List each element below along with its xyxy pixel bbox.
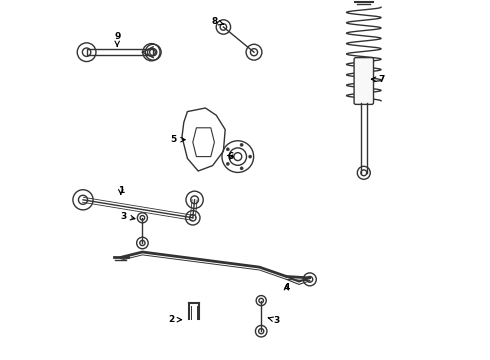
Circle shape	[240, 167, 243, 170]
Text: 7: 7	[371, 75, 385, 84]
Text: 2: 2	[169, 315, 182, 324]
Circle shape	[226, 162, 229, 166]
Text: 5: 5	[171, 135, 185, 144]
Circle shape	[240, 143, 243, 147]
Text: 3: 3	[120, 212, 135, 220]
Text: 9: 9	[114, 32, 121, 46]
Circle shape	[248, 155, 252, 158]
Text: 4: 4	[283, 284, 290, 292]
Text: 1: 1	[118, 186, 124, 195]
Text: 8: 8	[212, 17, 223, 26]
Text: 6: 6	[227, 152, 233, 161]
Text: 3: 3	[268, 316, 280, 325]
Circle shape	[226, 148, 229, 151]
FancyBboxPatch shape	[354, 58, 373, 104]
